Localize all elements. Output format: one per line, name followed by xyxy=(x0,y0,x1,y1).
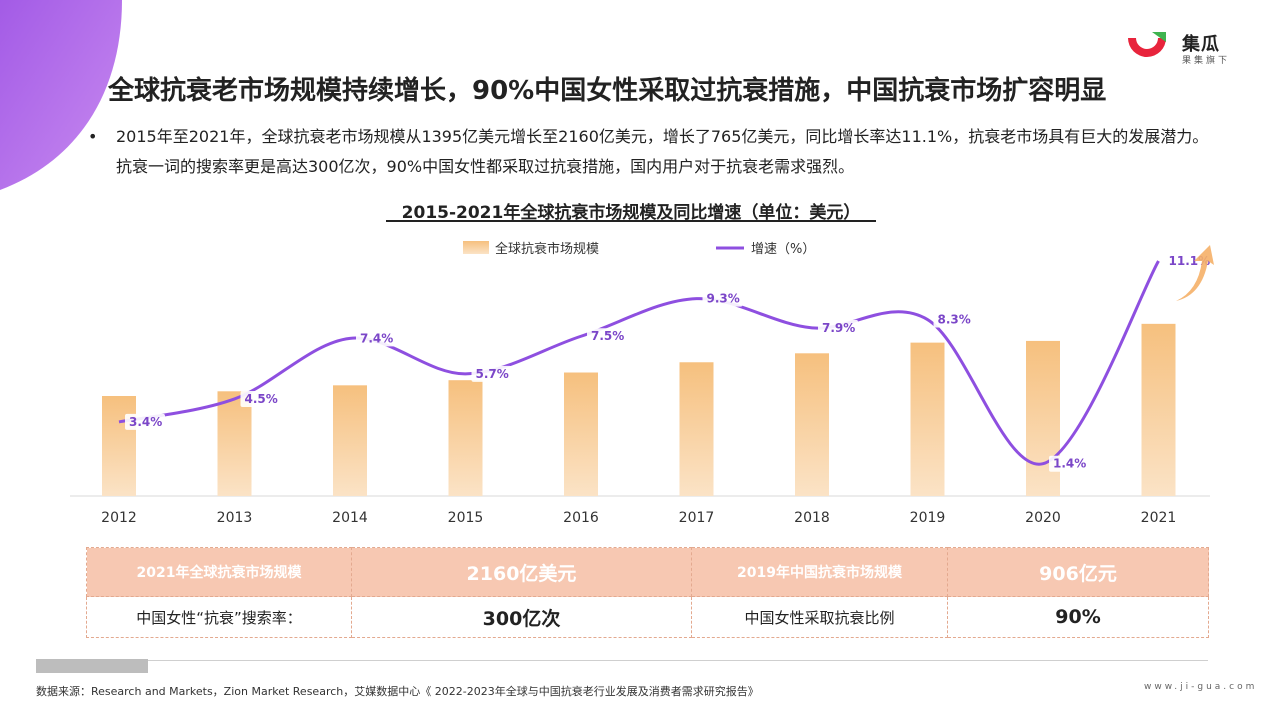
chart-title-underline xyxy=(386,220,876,222)
growth-label-bg-2019 xyxy=(933,311,974,328)
x-tick-2012: 2012 xyxy=(101,510,137,526)
chart-title: 2015-2021年全球抗衰市场规模及同比增速（单位：美元） xyxy=(401,203,861,223)
scrollbar-track[interactable] xyxy=(36,660,1208,661)
growth-label-bg-2015 xyxy=(471,365,512,382)
growth-label-bg-2018 xyxy=(818,319,858,336)
bar-2019 xyxy=(910,342,945,496)
bar-2017 xyxy=(679,362,714,496)
x-tick-2018: 2018 xyxy=(794,510,830,526)
bar-2015 xyxy=(448,380,483,496)
logo-icon xyxy=(1128,32,1166,57)
x-tick-2016: 2016 xyxy=(563,510,599,526)
bar-2021 xyxy=(1141,323,1176,496)
bar-2013 xyxy=(217,391,252,496)
chart-legend: 全球抗衰市场规模 增速（%） xyxy=(463,241,815,257)
growth-label-2016: 7.5% xyxy=(591,329,624,343)
legend-bar-label: 全球抗衰市场规模 xyxy=(495,241,599,257)
data-source: 数据来源：Research and Markets，Zion Market Re… xyxy=(36,685,759,698)
growth-label-2014: 7.4% xyxy=(360,331,393,345)
stat-value: 2160亿美元 xyxy=(351,547,692,597)
stats-row-1: 2021年全球抗衰市场规模 2160亿美元 2019年中国抗衰市场规模 906亿… xyxy=(86,547,1209,597)
growth-label-2017: 9.3% xyxy=(707,292,740,306)
growth-label-bg-2020 xyxy=(1049,455,1089,472)
x-tick-2019: 2019 xyxy=(910,510,946,526)
page-title: 全球抗衰老市场规模持续增长，90%中国女性采取过抗衰措施，中国抗衰市场扩容明显 xyxy=(108,76,1107,106)
x-tick-2015: 2015 xyxy=(448,510,484,526)
legend-bar-swatch xyxy=(463,241,489,254)
corner-decoration xyxy=(0,0,122,190)
stat-label: 中国女性采取抗衰比例 xyxy=(691,596,948,638)
growth-label-2019: 8.3% xyxy=(938,313,971,327)
stats-table: 2021年全球抗衰市场规模 2160亿美元 2019年中国抗衰市场规模 906亿… xyxy=(86,547,1209,638)
growth-line xyxy=(118,260,1160,466)
growth-label-2012: 3.4% xyxy=(129,415,162,429)
legend-line-label: 增速（%） xyxy=(751,242,815,257)
bar-2014 xyxy=(333,385,367,496)
logo-name: 集瓜 xyxy=(1182,34,1220,55)
market-size-chart: 全球抗衰市场规模 增速（%） 3.4% 4.5% 7.4% 5.7% 7.5% 9.3% 7… xyxy=(70,241,1214,526)
bar-2016 xyxy=(564,372,598,496)
stat-label: 2021年全球抗衰市场规模 xyxy=(86,547,352,597)
growth-label-bg-2012 xyxy=(125,413,165,430)
x-tick-2014: 2014 xyxy=(332,510,368,526)
stat-value: 906亿元 xyxy=(947,547,1209,597)
summary-bullet: • 2015年至2021年，全球抗衰老市场规模从1395亿美元增长至2160亿美… xyxy=(88,122,1218,182)
growth-label-bg-2017 xyxy=(702,290,743,307)
x-tick-2013: 2013 xyxy=(217,510,253,526)
summary-text: 2015年至2021年，全球抗衰老市场规模从1395亿美元增长至2160亿美元，… xyxy=(116,127,1209,176)
scrollbar-thumb[interactable] xyxy=(36,659,148,673)
growth-label-2013: 4.5% xyxy=(245,392,278,406)
growth-label-bg-2016 xyxy=(587,328,627,345)
bar-2018 xyxy=(795,353,829,496)
website-url: www.ji-gua.com xyxy=(1144,682,1258,692)
bar-2012 xyxy=(102,396,136,496)
x-tick-2020: 2020 xyxy=(1025,510,1061,526)
growth-label-2020: 1.4% xyxy=(1053,457,1086,471)
stat-label: 中国女性“抗衰”搜索率： xyxy=(86,596,352,638)
bar-2020 xyxy=(1026,340,1060,496)
stats-row-2: 中国女性“抗衰”搜索率： 300亿次 中国女性采取抗衰比例 90% xyxy=(86,596,1209,638)
growth-label-2015: 5.7% xyxy=(476,367,509,381)
stat-label: 2019年中国抗衰市场规模 xyxy=(691,547,948,597)
stat-value: 90% xyxy=(947,596,1209,638)
x-tick-2017: 2017 xyxy=(679,510,715,526)
growth-label-bg-2014 xyxy=(356,330,396,347)
trend-arrow-icon xyxy=(1176,245,1214,301)
logo-subtitle: 果集旗下 xyxy=(1182,56,1231,66)
bullet-dot: • xyxy=(88,127,98,146)
growth-label-bg-2013 xyxy=(240,390,281,407)
growth-label-2018: 7.9% xyxy=(822,321,855,335)
stat-value: 300亿次 xyxy=(351,596,692,638)
x-tick-2021: 2021 xyxy=(1141,510,1177,526)
